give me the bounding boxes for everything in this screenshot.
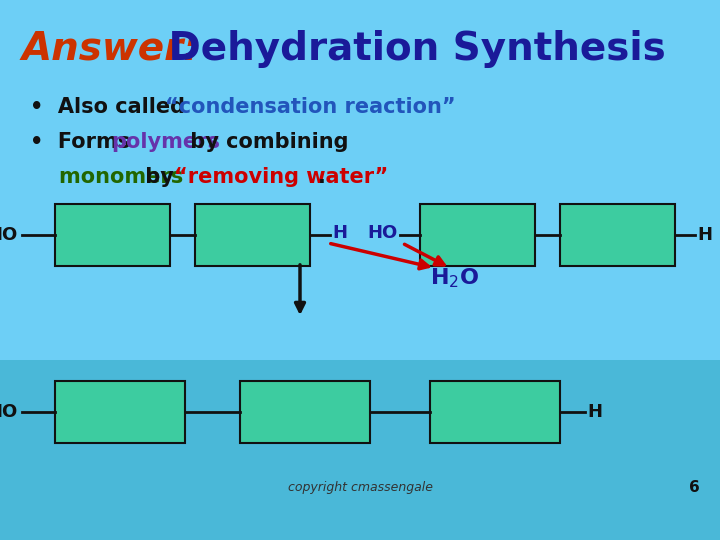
Text: polymers: polymers <box>111 132 220 152</box>
Bar <box>55 381 185 443</box>
Text: H: H <box>587 403 602 421</box>
Text: HO: HO <box>0 403 18 421</box>
Bar <box>55 204 170 266</box>
Text: by combining: by combining <box>183 132 348 152</box>
Text: 6: 6 <box>689 481 700 496</box>
Bar <box>240 381 370 443</box>
Bar <box>195 204 310 266</box>
Text: HO: HO <box>368 224 398 242</box>
Text: H: H <box>697 226 712 244</box>
Text: HO: HO <box>0 226 18 244</box>
Text: Answer:: Answer: <box>22 30 199 68</box>
Text: H: H <box>332 224 347 242</box>
Text: •  Also called: • Also called <box>30 97 192 117</box>
Text: “condensation reaction”: “condensation reaction” <box>165 97 456 117</box>
Bar <box>560 204 675 266</box>
Bar <box>430 381 560 443</box>
Text: copyright cmassengale: copyright cmassengale <box>287 482 433 495</box>
Text: H$_2$O: H$_2$O <box>430 266 480 290</box>
Text: monomers: monomers <box>30 167 184 187</box>
Bar <box>420 204 535 266</box>
Text: .: . <box>318 167 326 187</box>
Text: •  Forms: • Forms <box>30 132 138 152</box>
Text: by: by <box>138 167 181 187</box>
Bar <box>0 360 720 540</box>
Text: “removing water”: “removing water” <box>174 167 388 187</box>
Text: Dehydration Synthesis: Dehydration Synthesis <box>155 30 666 68</box>
